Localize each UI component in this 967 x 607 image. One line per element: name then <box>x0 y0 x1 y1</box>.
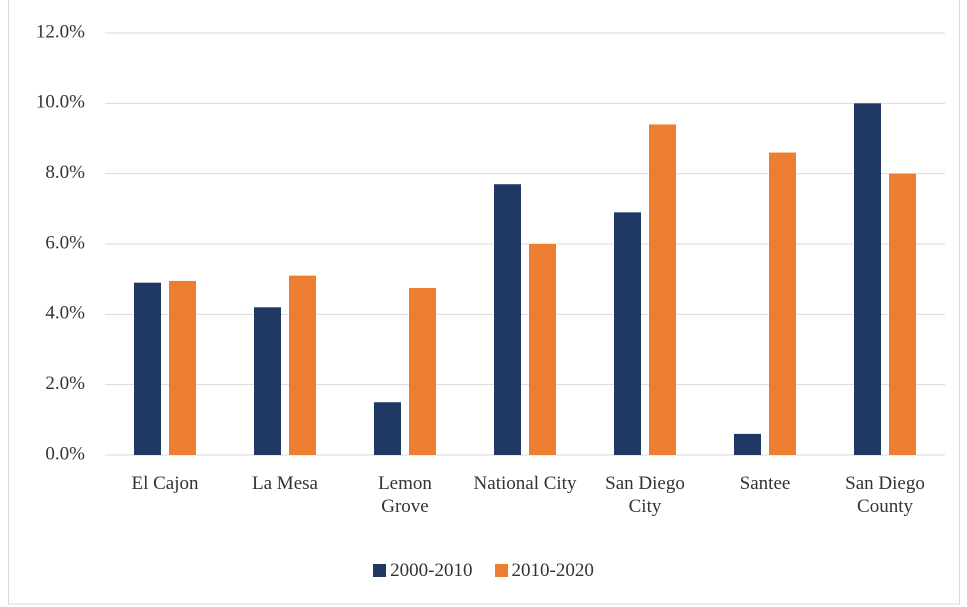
y-tick-label: 4.0% <box>45 303 85 324</box>
x-tick-label: Santee <box>739 473 791 494</box>
legend-label: 2000-2010 <box>390 560 473 581</box>
chart-border <box>8 0 960 605</box>
x-tick-label: La Mesa <box>252 473 318 494</box>
y-tick-label: 12.0% <box>36 21 85 42</box>
x-tick-label: Lemon Grove <box>378 473 432 517</box>
y-tick-label: 2.0% <box>45 373 85 394</box>
bar <box>409 287 436 455</box>
legend-item: 2010-2020 <box>494 560 594 582</box>
bar <box>289 275 316 455</box>
bar <box>254 307 281 455</box>
bar <box>614 212 641 455</box>
bar <box>889 173 916 455</box>
legend-label: 2010-2020 <box>511 560 594 581</box>
x-tick-label: National City <box>473 473 577 494</box>
x-tick-label: San Diego County <box>845 473 925 517</box>
bar <box>374 402 401 455</box>
bar <box>529 244 556 455</box>
y-tick-label: 8.0% <box>45 162 85 183</box>
legend: 2000-2010 2010-2020 <box>0 560 967 582</box>
y-tick-label: 0.0% <box>45 443 85 464</box>
bar <box>769 152 796 456</box>
legend-swatch <box>373 564 387 577</box>
x-tick-label: El Cajon <box>131 473 199 494</box>
bar <box>734 433 761 455</box>
legend-swatch <box>494 564 508 577</box>
bar <box>134 282 161 455</box>
bar <box>169 280 196 455</box>
y-tick-label: 6.0% <box>45 232 85 253</box>
bar <box>649 124 676 455</box>
x-tick-label: San Diego City <box>605 473 685 517</box>
bar <box>854 103 881 455</box>
y-tick-label: 10.0% <box>36 92 85 113</box>
bar <box>494 184 521 455</box>
legend-item: 2000-2010 <box>373 560 473 582</box>
